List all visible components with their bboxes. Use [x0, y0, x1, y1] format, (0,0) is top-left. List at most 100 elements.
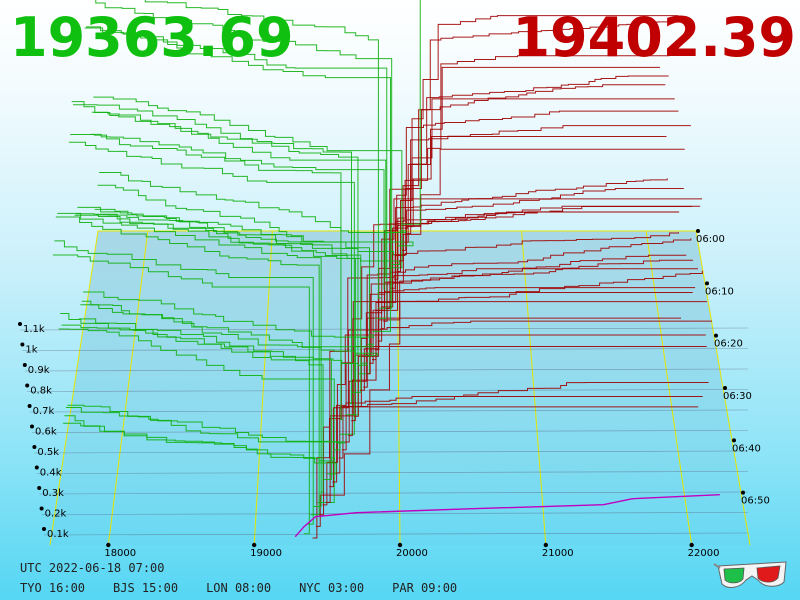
timezone-nyc: NYC 03:00: [299, 581, 365, 595]
timezone-tyo: TYO 16:00: [20, 581, 86, 595]
bid-depth-curve: [80, 304, 378, 357]
bid-price: 19363.69: [10, 6, 294, 69]
depth-plane: [50, 231, 750, 545]
y-tick-label: 0.3k: [42, 488, 64, 499]
bid-depth-curve: [95, 0, 393, 309]
bid-depth-curve: [58, 328, 335, 503]
ask-depth-curve: [406, 75, 669, 235]
y-tick-label: 0.2k: [45, 509, 67, 520]
x-tick-marker: [106, 542, 111, 548]
time-tick-label: 06:30: [723, 391, 752, 402]
x-gridline: [645, 230, 693, 546]
ask-depth-curve: [399, 20, 673, 262]
ask-depth-curve: [391, 232, 680, 289]
x-tick-label: 19000: [250, 548, 282, 559]
x-gridline: [253, 230, 273, 546]
x-tick-marker: [689, 542, 694, 548]
bid-depth-curve: [75, 213, 356, 383]
ask-depth-curve: [363, 317, 682, 388]
x-tick-label: 18000: [104, 548, 136, 559]
bid-depth-curve: [81, 300, 374, 348]
y-tick-label: 0.5k: [37, 447, 59, 458]
ask-depth-curve: [369, 110, 679, 364]
y-tick-label: 0.1k: [47, 529, 69, 540]
ask-depth-curve: [394, 55, 670, 280]
bid-depth-curve: [97, 184, 414, 247]
bid-depth-curve: [91, 111, 387, 277]
time-tick-label: 06:20: [714, 339, 743, 350]
level-baseline: [43, 532, 749, 536]
y-tick-marker: [32, 445, 37, 449]
y-tick-marker: [42, 527, 46, 531]
y-tick-label: 0.8k: [30, 386, 52, 397]
level-baseline: [29, 409, 749, 413]
y-tick-marker: [25, 383, 30, 388]
ask-price: 19402.39: [512, 6, 796, 69]
level-baseline: [22, 348, 749, 351]
ask-depth-curve: [319, 268, 698, 516]
y-tick-marker: [30, 424, 34, 429]
bid-depth-curve: [57, 212, 322, 508]
bid-depth-curve: [90, 133, 385, 290]
x-gridline: [107, 230, 149, 546]
bid-depth-curve: [65, 406, 341, 451]
y-tick-marker: [18, 322, 22, 326]
bid-depth-curve: [96, 214, 395, 256]
ask-depth-curve: [401, 84, 666, 251]
bid-depth-curve: [86, 26, 388, 319]
time-tick-label: 06:00: [696, 234, 725, 245]
bid-depth-curve: [99, 172, 407, 234]
time-tick-marker: [705, 281, 709, 286]
time-tick-marker: [723, 386, 727, 390]
bid-depth-curve: [55, 216, 320, 516]
ask-depth-curve: [409, 135, 667, 228]
bid-depth-curve: [78, 318, 368, 366]
ask-depth-curve: [374, 98, 675, 351]
bid-depth-curve: [67, 404, 345, 444]
y-tick-marker: [34, 465, 39, 470]
y-tick-marker: [39, 506, 44, 511]
3d-glasses-icon[interactable]: [712, 560, 790, 592]
ask-depth-curve: [322, 334, 706, 506]
bid-depth-curve: [61, 324, 332, 481]
level-baseline: [24, 368, 749, 372]
timezone-bjs: BJS 15:00: [113, 581, 179, 595]
ask-depth-curve: [332, 396, 703, 483]
bid-depth-curve: [68, 141, 355, 435]
timezone-lon: LON 08:00: [206, 581, 272, 595]
y-tick-marker: [37, 486, 42, 490]
bid-depth-curve: [77, 206, 371, 375]
y-tick-label: 1k: [25, 345, 37, 356]
ask-depth-curve: [404, 66, 661, 243]
bid-depth-curve: [71, 101, 359, 416]
time-tick-label: 06:50: [741, 496, 770, 507]
latest-depth-curve: [294, 494, 720, 538]
level-baseline: [41, 512, 749, 515]
x-tick-label: 20000: [396, 548, 428, 559]
time-tick-marker: [741, 490, 745, 495]
y-tick-marker: [20, 342, 25, 347]
bid-depth-curve: [83, 291, 375, 338]
time-tick-label: 06:40: [732, 443, 761, 454]
level-baseline: [34, 450, 749, 454]
bid-depth-curve: [84, 27, 391, 332]
time-tick-marker: [732, 438, 736, 443]
ask-depth-curve: [338, 382, 709, 459]
y-tick-label: 1.1k: [23, 324, 45, 335]
x-tick-marker: [397, 542, 403, 548]
bid-depth-curve: [73, 104, 352, 405]
ask-depth-curve: [396, 15, 679, 272]
ask-depth-curve: [315, 270, 703, 527]
bid-depth-curve: [64, 415, 335, 462]
ask-depth-curve: [351, 259, 694, 422]
bid-depth-curve: [144, 0, 381, 299]
utc-time: UTC 2022-06-18 07:00: [20, 561, 165, 575]
x-tick-label: 22000: [688, 548, 720, 559]
time-tick-marker: [714, 333, 718, 338]
y-tick-label: 0.7k: [33, 406, 55, 417]
level-baseline: [31, 430, 749, 433]
bid-depth-curve: [70, 133, 343, 421]
time-tick-label: 06:10: [705, 286, 734, 297]
